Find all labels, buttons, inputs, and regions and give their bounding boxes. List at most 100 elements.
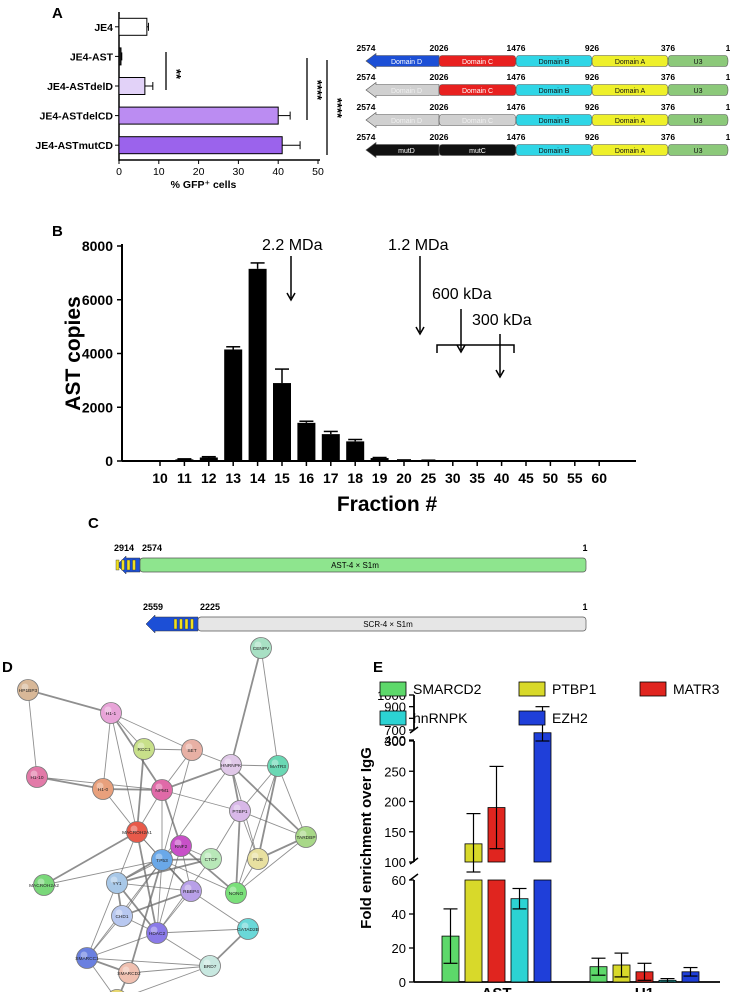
bar: [510, 898, 529, 983]
y-tick-label: 0: [105, 453, 113, 469]
annotation-label: 300 kDa: [472, 312, 532, 329]
y-tick-label: 20: [392, 941, 406, 956]
promoter-arrow: [145, 614, 199, 634]
x-tick-label: U1: [635, 985, 654, 992]
bar: [273, 383, 291, 461]
construct-segment: [515, 144, 593, 156]
position-label: 1476: [507, 132, 526, 142]
segment-label: U3: [694, 118, 703, 125]
s1m-tag: [184, 618, 189, 630]
legend-swatch: [639, 681, 667, 697]
network-edge: [190, 890, 249, 930]
network-node-label: NPM1: [155, 788, 169, 794]
position-label: 1476: [507, 72, 526, 82]
x-tick-label: 11: [177, 470, 192, 486]
position-label: 926: [585, 43, 599, 53]
x-tick-label: 50: [312, 166, 324, 178]
construct-segment: [515, 84, 593, 96]
position-label: 2574: [357, 72, 376, 82]
network-node-highlight: [251, 852, 259, 860]
legend-label: MATR3: [673, 681, 720, 697]
x-tick-label: 25: [421, 470, 437, 486]
network-node: [170, 835, 192, 857]
position-label: 1476: [507, 102, 526, 112]
network-node-highlight: [80, 951, 88, 959]
network-node-label: TARDBP: [296, 835, 315, 841]
construct-segment: [591, 114, 669, 126]
network-node-label: SMARCD2: [117, 971, 141, 977]
bar: [199, 457, 218, 461]
network-node-label: TP53: [156, 858, 168, 864]
network-node-highlight: [299, 830, 307, 838]
segment-label: Domain A: [615, 148, 646, 155]
x-tick-label: 50: [543, 470, 559, 486]
x-tick-label: 20: [396, 470, 412, 486]
network-node-highlight: [104, 706, 112, 714]
position-label: 2574: [357, 43, 376, 53]
network-node-label: NONO: [229, 891, 244, 897]
segment-label: Domain B: [539, 88, 570, 95]
network-edge: [36, 776, 104, 790]
network-node-highlight: [115, 909, 123, 917]
x-tick-label: 60: [591, 470, 607, 486]
annotation-label: 600 kDa: [432, 286, 492, 303]
y-tick-label: 400: [384, 733, 406, 748]
network-node: [295, 826, 317, 848]
network-node-highlight: [233, 804, 241, 812]
y-axis-label: Fold enrichment over IgG: [358, 747, 375, 929]
y-tick-label: 8000: [82, 238, 113, 254]
network-node-label: RNF2: [175, 844, 188, 850]
segment-label: U3: [694, 88, 703, 95]
category-label: JE4-ASTmutCD: [35, 140, 113, 152]
panel-d-network: HP1BP3 CENPV H1-1 RCC1 SET H1-10 NPM1 HNRNPK MAT…: [17, 637, 317, 992]
position-label: 926: [585, 102, 599, 112]
network-node-highlight: [110, 876, 118, 884]
y-tick-label: 300: [384, 734, 406, 749]
construct-segment: [515, 114, 593, 126]
network-node-highlight: [30, 770, 38, 778]
segment-label: mutC: [469, 148, 486, 155]
panel-a-constructs: 2574 2026 1476 926 376 1 Domain D Domain C Domai…: [357, 43, 730, 159]
x-tick-label: 30: [233, 166, 245, 178]
segment-label: Domain D: [391, 88, 422, 95]
axis-break-mark: [409, 873, 419, 881]
network-node-highlight: [229, 886, 237, 894]
network-node: [247, 848, 269, 870]
construct-segment: [591, 144, 669, 156]
network-node-highlight: [130, 825, 138, 833]
segment-label: Domain A: [615, 118, 646, 125]
construct-segment: [438, 84, 517, 96]
network-edge: [27, 689, 112, 714]
position-label: 926: [585, 132, 599, 142]
panel-letter-a: A: [52, 5, 63, 22]
segment-label: Domain C: [462, 88, 493, 95]
x-tick-label: 40: [494, 470, 510, 486]
position-label: 926: [585, 72, 599, 82]
s1m-tag: [173, 618, 178, 630]
construct-segment: [667, 84, 729, 96]
x-tick-label: 19: [372, 470, 388, 486]
position-label: 2026: [430, 72, 449, 82]
network-node-label: SMARCC1: [75, 956, 99, 962]
network-node: [200, 848, 222, 870]
y-tick-label: 4000: [82, 346, 113, 362]
network-edge: [110, 712, 138, 833]
network-edge: [235, 836, 307, 894]
network-node: [26, 766, 48, 788]
panel-a-bar-chart: JE4 JE4-AST JE4-ASTdelD JE4-ASTdelCD JE4-AST…: [35, 12, 345, 191]
network-edge: [260, 647, 279, 767]
network-edge: [128, 859, 163, 974]
network-node: [100, 702, 122, 724]
bar: [248, 268, 267, 461]
network-node: [225, 882, 247, 904]
axis-break-mark: [409, 857, 419, 865]
y-axis-label: AST copies: [62, 296, 85, 410]
network-node-highlight: [174, 839, 182, 847]
y-tick-label: 150: [384, 825, 406, 840]
network-node: [180, 880, 202, 902]
network-node: [126, 821, 148, 843]
construct-body: [197, 616, 587, 632]
network-node-label: CTCF: [205, 857, 218, 863]
network-node-label: MACROH2A1: [122, 830, 152, 836]
